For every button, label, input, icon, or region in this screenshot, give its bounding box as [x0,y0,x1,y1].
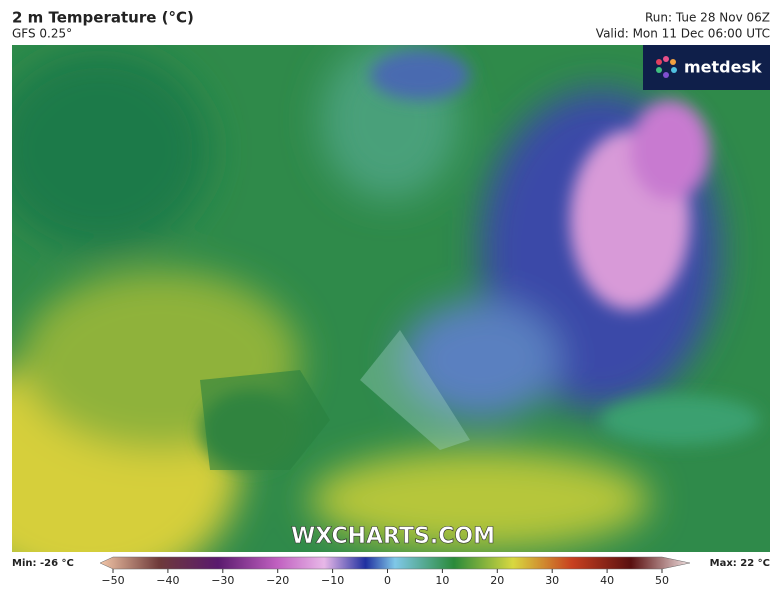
tick-label: 40 [600,574,614,587]
tick-label: −50 [101,574,124,587]
tick-label: 0 [384,574,391,587]
colorbar-ticks: −50 −40 −30 −20 −10 0 10 20 30 40 50 [101,569,669,587]
run-time: Run: Tue 28 Nov 06Z [645,11,770,25]
colorbar [99,556,691,570]
logo-icon [656,56,677,78]
tick-label: 50 [655,574,669,587]
tick-label: −20 [266,574,289,587]
map [12,45,770,552]
tick-label: −40 [156,574,179,587]
tick-label: −10 [321,574,344,587]
max-label: Max: 22 °C [710,558,770,569]
logo-text: metdesk [684,58,762,77]
valid-time: Valid: Mon 11 Dec 06:00 UTC [596,27,770,41]
subtitle: GFS 0.25° [12,27,72,41]
min-label: Min: -26 °C [12,558,74,569]
title: 2 m Temperature (°C) [12,9,194,27]
watermark: WXCHARTS.COM [291,524,495,549]
tick-label: −30 [211,574,234,587]
tick-label: 30 [545,574,559,587]
logo-box [643,45,770,90]
tick-label: 10 [435,574,449,587]
tick-label: 20 [490,574,504,587]
